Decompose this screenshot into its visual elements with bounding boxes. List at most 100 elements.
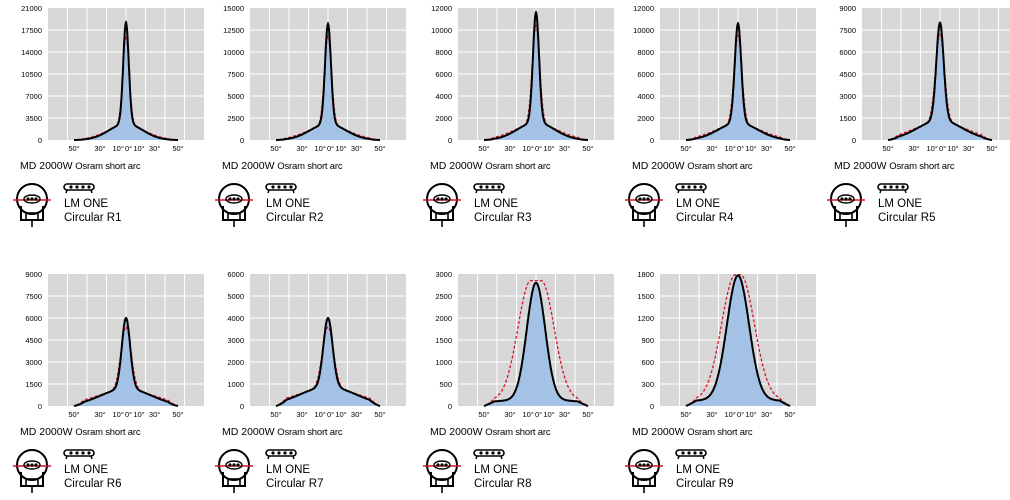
y-tick-label: 1200 <box>637 314 654 323</box>
comparison-curve <box>76 35 176 141</box>
y-tick-label: 2500 <box>435 292 452 301</box>
y-tick-label: 1800 <box>637 270 654 279</box>
optic-name: LM ONE <box>676 198 721 210</box>
chart-panel-7: 6000 5000 4000 3000 2000 1000 0 50° 30° 10° 0° 10° 3… <box>210 270 410 500</box>
beam-curve <box>484 10 588 141</box>
optic-variant: Circular R7 <box>266 478 324 490</box>
chart-panel-2: 15000 12500 10000 7500 5000 2500 0 50° 30° 10° 0° 1… <box>210 4 410 234</box>
x-tick-label: 10° <box>133 410 144 419</box>
beam-curve <box>275 316 381 407</box>
x-tick-label: 50° <box>68 410 79 419</box>
x-tick-label: 0° <box>939 144 946 153</box>
chart-panel-4: 12000 10000 8000 6000 4000 2000 0 50° 30° 10° 0° 10… <box>620 4 820 234</box>
y-tick-label: 1000 <box>435 358 452 367</box>
beam-area <box>686 23 790 140</box>
optic-model: LM ONE Circular R3 <box>474 197 532 225</box>
chart-panel-8: 3000 2500 2000 1500 1000 500 0 50° 30° 10° 0° 10° 30… <box>418 270 618 500</box>
x-tick-label: 30° <box>149 144 160 153</box>
optic-model: LM ONE Circular R4 <box>676 197 734 225</box>
lamp-label: MD 2000W Osram short arc <box>632 160 753 172</box>
optic-icon <box>877 183 909 194</box>
chart-panel-6: 9000 7500 6000 4500 3000 1500 0 50° 30° 10° 0° 10° 3… <box>8 270 208 500</box>
x-tick-label: 30° <box>559 144 570 153</box>
fixture-icon <box>13 449 51 493</box>
comparison-curve <box>486 279 586 406</box>
lamp-type: Osram short arc <box>485 427 551 438</box>
y-tick-label: 4000 <box>435 92 452 101</box>
y-tick-label: 1500 <box>25 380 42 389</box>
beam-curve <box>483 281 589 407</box>
lamp-type: Osram short arc <box>277 427 343 438</box>
optic-variant: Circular R2 <box>266 212 324 224</box>
optic-variant: Circular R5 <box>878 212 936 224</box>
fixture-icon <box>13 183 51 227</box>
lamp-name: MD 2000W <box>20 160 73 172</box>
chart-panel-9: 1800 1500 1200 900 600 300 0 50° 30° 10° 0° 10° 30° 5… <box>620 270 820 500</box>
y-tick-label: 4000 <box>227 314 244 323</box>
x-tick-label: 30° <box>504 144 515 153</box>
optic-name: LM ONE <box>676 464 721 476</box>
x-tick-label: 50° <box>478 144 489 153</box>
optic-icon <box>265 449 297 460</box>
x-tick-label: 10° <box>927 144 938 153</box>
lamp-name: MD 2000W <box>632 160 685 172</box>
lamp-name: MD 2000W <box>222 160 275 172</box>
lamp-type: Osram short arc <box>277 161 343 172</box>
lamp-label: MD 2000W Osram short arc <box>20 160 141 172</box>
optic-model: LM ONE Circular R7 <box>266 463 324 491</box>
beam-profile-plot: 9000 7500 6000 4500 3000 1500 0 50° 30° 10° 0° 10° 3… <box>839 4 1010 153</box>
fixture-icon <box>423 183 461 227</box>
y-tick-label: 900 <box>641 336 654 345</box>
comparison-curve <box>890 33 990 140</box>
y-tick-label: 0 <box>38 136 42 145</box>
optic-model: LM ONE Circular R9 <box>676 463 734 491</box>
x-tick-label: 50° <box>582 410 593 419</box>
x-tick-label: 0° <box>125 144 132 153</box>
beam-area <box>888 22 992 141</box>
comparison-curve <box>486 24 586 141</box>
x-tick-label: 10° <box>133 144 144 153</box>
x-tick-label: 30° <box>963 144 974 153</box>
y-tick-label: 5000 <box>227 292 244 301</box>
y-tick-label: 14000 <box>21 48 42 57</box>
y-tick-label: 3500 <box>25 114 42 123</box>
x-tick-label: 50° <box>680 144 691 153</box>
comparison-curve <box>278 326 378 406</box>
y-tick-label: 10000 <box>431 26 452 35</box>
optic-icon <box>473 183 505 194</box>
y-tick-label: 6000 <box>227 270 244 279</box>
chart-panel-5: 9000 7500 6000 4500 3000 1500 0 50° 30° 10° 0° 10° 3… <box>822 4 1010 234</box>
optic-name: LM ONE <box>64 464 109 476</box>
x-tick-label: 0° <box>327 410 334 419</box>
y-tick-label: 0 <box>852 136 856 145</box>
x-tick-label: 10° <box>543 410 554 419</box>
x-tick-label: 50° <box>784 144 795 153</box>
beam-area <box>484 12 588 140</box>
lamp-type: Osram short arc <box>75 427 141 438</box>
optic-name: LM ONE <box>474 464 519 476</box>
y-tick-label: 4500 <box>25 336 42 345</box>
x-tick-label: 30° <box>94 144 105 153</box>
beam-area <box>276 23 380 140</box>
optic-icon <box>675 449 707 460</box>
x-tick-label: 10° <box>335 410 346 419</box>
y-tick-label: 0 <box>448 136 452 145</box>
beam-area <box>484 282 588 406</box>
y-tick-label: 17500 <box>21 26 42 35</box>
fixture-icon <box>423 449 461 493</box>
y-tick-label: 0 <box>650 136 654 145</box>
y-tick-label: 10000 <box>633 26 654 35</box>
lamp-name: MD 2000W <box>20 426 73 438</box>
y-tick-label: 5000 <box>227 92 244 101</box>
x-tick-label: 50° <box>270 144 281 153</box>
y-tick-label: 600 <box>641 358 654 367</box>
x-tick-label: 50° <box>680 410 691 419</box>
optic-variant: Circular R1 <box>64 212 122 224</box>
y-tick-label: 7500 <box>25 292 42 301</box>
chart-panel-1: 21000 17500 14000 10500 7000 3500 0 50° 30° 10° 0°… <box>8 4 208 234</box>
x-tick-label: 0° <box>125 410 132 419</box>
y-tick-label: 12500 <box>223 26 244 35</box>
x-tick-label: 50° <box>68 144 79 153</box>
y-tick-label: 12000 <box>431 4 452 13</box>
beam-area <box>686 275 790 406</box>
